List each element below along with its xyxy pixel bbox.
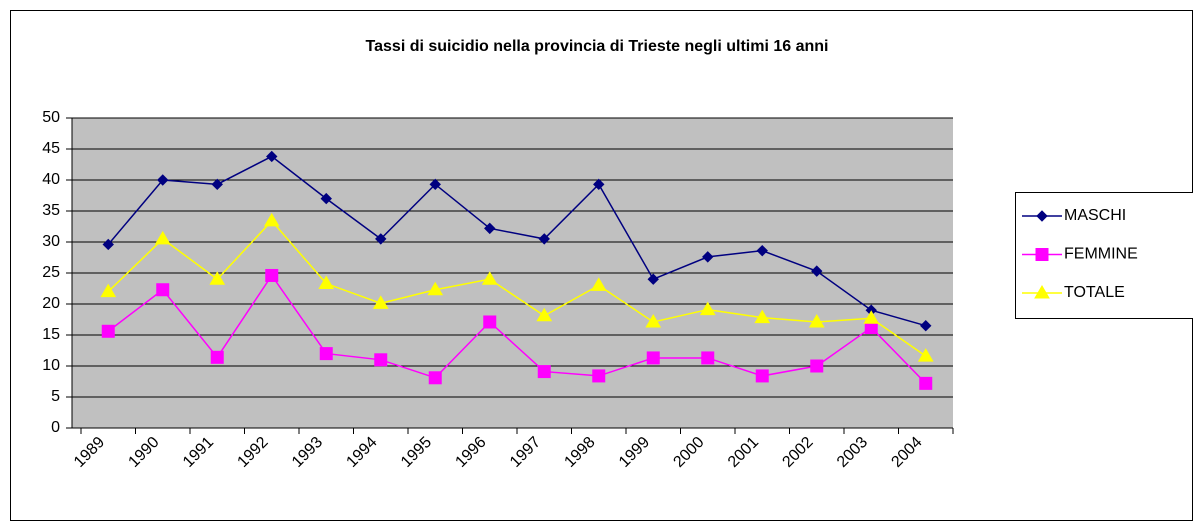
marker bbox=[701, 351, 715, 365]
marker bbox=[808, 313, 825, 328]
marker bbox=[320, 192, 332, 205]
marker bbox=[483, 315, 497, 329]
y-tick-label: 0 bbox=[51, 419, 60, 436]
marker bbox=[209, 271, 226, 285]
marker bbox=[211, 178, 223, 191]
marker bbox=[699, 301, 716, 316]
marker bbox=[372, 295, 389, 309]
marker bbox=[1036, 210, 1048, 222]
y-tick-label: 50 bbox=[42, 109, 60, 126]
marker bbox=[428, 371, 442, 385]
marker bbox=[319, 347, 333, 361]
marker bbox=[863, 310, 880, 324]
marker bbox=[755, 369, 769, 383]
marker bbox=[646, 351, 660, 365]
marker bbox=[917, 348, 934, 362]
marker bbox=[101, 324, 115, 338]
marker bbox=[156, 283, 170, 297]
marker bbox=[810, 359, 824, 373]
marker bbox=[429, 178, 441, 191]
marker bbox=[374, 353, 388, 367]
y-tick-label: 35 bbox=[42, 202, 60, 219]
marker bbox=[645, 313, 662, 328]
marker bbox=[210, 350, 224, 364]
marker bbox=[593, 178, 605, 191]
y-tick-label: 10 bbox=[42, 357, 60, 374]
legend-label: TOTALE bbox=[1064, 284, 1125, 301]
y-tick-label: 40 bbox=[42, 171, 60, 188]
series-line bbox=[107, 155, 926, 327]
marker bbox=[427, 281, 444, 296]
marker bbox=[919, 376, 933, 390]
marker bbox=[756, 244, 768, 257]
y-tick-label: 5 bbox=[51, 388, 60, 405]
marker bbox=[375, 233, 387, 245]
marker bbox=[154, 230, 171, 245]
legend-label: MASCHI bbox=[1064, 207, 1126, 224]
marker bbox=[1034, 285, 1050, 299]
marker bbox=[484, 222, 496, 235]
y-tick-label: 45 bbox=[42, 140, 60, 157]
series-line bbox=[107, 219, 927, 357]
marker bbox=[318, 275, 335, 290]
marker bbox=[754, 309, 771, 324]
marker bbox=[920, 319, 932, 332]
marker bbox=[157, 174, 169, 186]
marker bbox=[702, 251, 714, 263]
marker bbox=[481, 271, 498, 285]
marker bbox=[265, 268, 279, 282]
marker bbox=[536, 307, 553, 322]
marker bbox=[100, 283, 117, 298]
marker bbox=[537, 365, 551, 379]
marker bbox=[647, 273, 659, 285]
marker bbox=[590, 277, 607, 291]
marker bbox=[266, 150, 278, 163]
marker bbox=[263, 212, 280, 227]
marker bbox=[538, 233, 550, 245]
y-tick-label: 30 bbox=[42, 233, 60, 250]
y-tick-label: 25 bbox=[42, 264, 60, 281]
legend-label: FEMMINE bbox=[1064, 246, 1138, 263]
marker bbox=[1035, 248, 1049, 261]
y-tick-label: 15 bbox=[42, 326, 60, 343]
y-tick-label: 20 bbox=[42, 295, 60, 312]
marker bbox=[102, 238, 114, 251]
chart-title: Tassi di suicidio nella provincia di Tri… bbox=[366, 38, 829, 55]
series-line bbox=[107, 274, 927, 384]
marker bbox=[592, 369, 606, 383]
marker bbox=[811, 265, 823, 277]
